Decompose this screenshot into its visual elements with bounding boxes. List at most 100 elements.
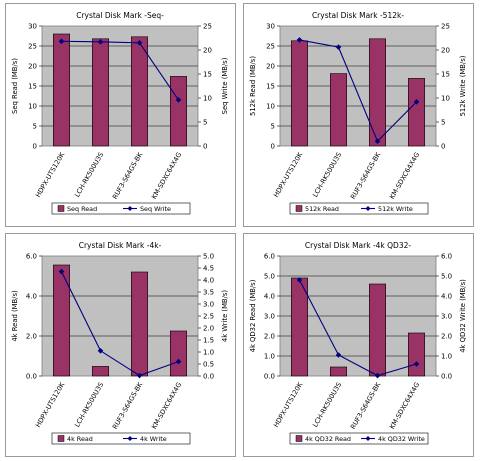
left-tick-label: 6.0 bbox=[26, 253, 37, 261]
legend: 4k Read 4k Write bbox=[51, 432, 191, 445]
right-tick-label: 0.0 bbox=[441, 373, 452, 381]
chart-panel-4k: Crystal Disk Mark -4k- 0.0 2.0 4.0 6.0 0.0 0.5… bbox=[5, 233, 236, 457]
right-tick-label: 3.0 bbox=[441, 313, 452, 321]
category-label: KM-SDXC64X4G bbox=[388, 381, 421, 430]
line-point bbox=[335, 44, 342, 50]
left-tick-label: 4.0 bbox=[264, 293, 275, 301]
right-tick-label: 20 bbox=[441, 47, 450, 55]
category-label: RUF3-S64GS-BK bbox=[111, 380, 145, 430]
category-label: LCH-RK500U3S bbox=[311, 381, 343, 429]
bar bbox=[131, 271, 148, 377]
right-tick-label: 3.5 bbox=[203, 289, 214, 297]
category-label: LCH-RK500U3S bbox=[73, 151, 105, 199]
right-tick-label: 25 bbox=[203, 23, 212, 31]
right-tick-label: 2.0 bbox=[441, 333, 452, 341]
legend-label: Seq Write bbox=[140, 205, 171, 213]
line-point bbox=[374, 372, 381, 379]
right-tick-label: 15 bbox=[441, 71, 450, 79]
line-series bbox=[299, 39, 417, 143]
chart-4k: Crystal Disk Mark -4k- 0.0 2.0 4.0 6.0 0.0 0.5… bbox=[11, 241, 229, 445]
chart-512k: Crystal Disk Mark -512k- 0 5 10 15 20 25 30 0 5 10… bbox=[249, 11, 467, 215]
right-tick-label: 10 bbox=[441, 95, 450, 103]
chart-title: Crystal Disk Mark -512k- bbox=[312, 11, 404, 20]
y2-axis-label: 512k Write (MB/s) bbox=[459, 55, 467, 116]
y2-axis-label: 4k Write (MB/s) bbox=[221, 290, 229, 343]
category-label: HDPX-UTS120K bbox=[34, 380, 67, 428]
legend-swatch-bar bbox=[57, 205, 65, 212]
legend-box bbox=[289, 432, 429, 445]
right-tick-label: 5.0 bbox=[441, 273, 452, 281]
line-point bbox=[58, 38, 65, 45]
category-label: KM-SDXC64X4G bbox=[388, 151, 421, 200]
bar bbox=[53, 264, 70, 377]
line-series bbox=[61, 271, 179, 377]
right-tick-label: 15 bbox=[203, 71, 212, 79]
legend: Seq Read Seq Write bbox=[51, 202, 191, 215]
right-tick-label: 1.5 bbox=[203, 337, 214, 345]
legend: 512k Read 512k Write bbox=[289, 202, 429, 215]
line-point bbox=[413, 99, 420, 105]
left-tick-label: 2.0 bbox=[26, 333, 37, 341]
left-tick-label: 3.0 bbox=[264, 313, 275, 321]
bar bbox=[330, 366, 347, 377]
legend-swatch-bar bbox=[295, 435, 303, 442]
bar bbox=[53, 33, 70, 147]
right-tick-label: 20 bbox=[203, 47, 212, 55]
chart-seq: Crystal Disk Mark -Seq- 0 5 10 15 20 25 30 0 5 10 1… bbox=[11, 11, 229, 215]
category-label: LCH-RK500U3S bbox=[311, 151, 343, 199]
line-series bbox=[299, 279, 417, 377]
bar bbox=[170, 76, 187, 147]
line-point bbox=[97, 39, 104, 45]
left-tick-label: 15 bbox=[266, 83, 275, 91]
bar bbox=[92, 366, 109, 377]
line-point bbox=[175, 358, 182, 365]
left-tick-label: 20 bbox=[266, 63, 275, 71]
category-label: LCH-RK500U3S bbox=[73, 381, 105, 429]
left-tick-label: 0.0 bbox=[26, 373, 37, 381]
chart-title: Crystal Disk Mark -4k QD32- bbox=[305, 241, 411, 250]
category-label: KM-SDXC64X4G bbox=[150, 381, 183, 430]
legend-swatch-bar bbox=[295, 205, 303, 212]
bar bbox=[291, 40, 308, 147]
right-tick-label: 0 bbox=[203, 143, 207, 151]
right-tick-label: 0.0 bbox=[203, 373, 214, 381]
right-tick-label: 3.0 bbox=[203, 301, 214, 309]
legend-label: 4k Write bbox=[140, 435, 167, 443]
y-axis-label: 4k QD32 Read (MB/s) bbox=[249, 279, 257, 352]
legend-box bbox=[51, 432, 191, 445]
y2-axis-label: 4k QD32 Write (MB/s) bbox=[459, 279, 467, 353]
category-label: RUF3-S64GS-BK bbox=[111, 150, 145, 200]
bar bbox=[170, 330, 187, 377]
left-tick-label: 25 bbox=[266, 43, 275, 51]
legend-label: Seq Read bbox=[67, 205, 97, 213]
legend-marker bbox=[365, 436, 371, 441]
legend-marker bbox=[127, 436, 133, 441]
bar bbox=[330, 73, 347, 147]
right-tick-label: 0 bbox=[441, 143, 445, 151]
right-tick-label: 4.0 bbox=[441, 293, 452, 301]
legend-marker bbox=[365, 206, 371, 211]
left-tick-label: 5 bbox=[33, 123, 37, 131]
legend-marker bbox=[127, 206, 133, 211]
right-tick-label: 5.0 bbox=[203, 253, 214, 261]
left-tick-label: 1.0 bbox=[264, 353, 275, 361]
left-tick-label: 6.0 bbox=[264, 253, 275, 261]
left-tick-label: 0 bbox=[33, 143, 37, 151]
right-tick-label: 2.5 bbox=[203, 313, 214, 321]
category-label: RUF3-S64GS-BK bbox=[349, 380, 383, 430]
chart-title: Crystal Disk Mark -4k- bbox=[79, 241, 162, 250]
legend: 4k QD32 Read 4k QD32 Write bbox=[289, 432, 429, 445]
left-tick-label: 25 bbox=[28, 43, 37, 51]
right-tick-label: 5 bbox=[441, 119, 445, 127]
legend-label: 512k Read bbox=[305, 205, 339, 213]
line-point bbox=[136, 372, 143, 379]
category-label: HDPX-UTS120K bbox=[272, 150, 305, 198]
right-tick-label: 4.5 bbox=[203, 265, 214, 273]
right-tick-label: 1.0 bbox=[441, 353, 452, 361]
left-tick-label: 30 bbox=[28, 23, 37, 31]
line-point bbox=[413, 361, 420, 367]
right-tick-label: 2.0 bbox=[203, 325, 214, 333]
bar bbox=[291, 277, 308, 377]
chart-title: Crystal Disk Mark -Seq- bbox=[76, 11, 164, 20]
chart-panel-seq: Crystal Disk Mark -Seq- 0 5 10 15 20 25 30 0 5 10 1… bbox=[5, 3, 236, 227]
